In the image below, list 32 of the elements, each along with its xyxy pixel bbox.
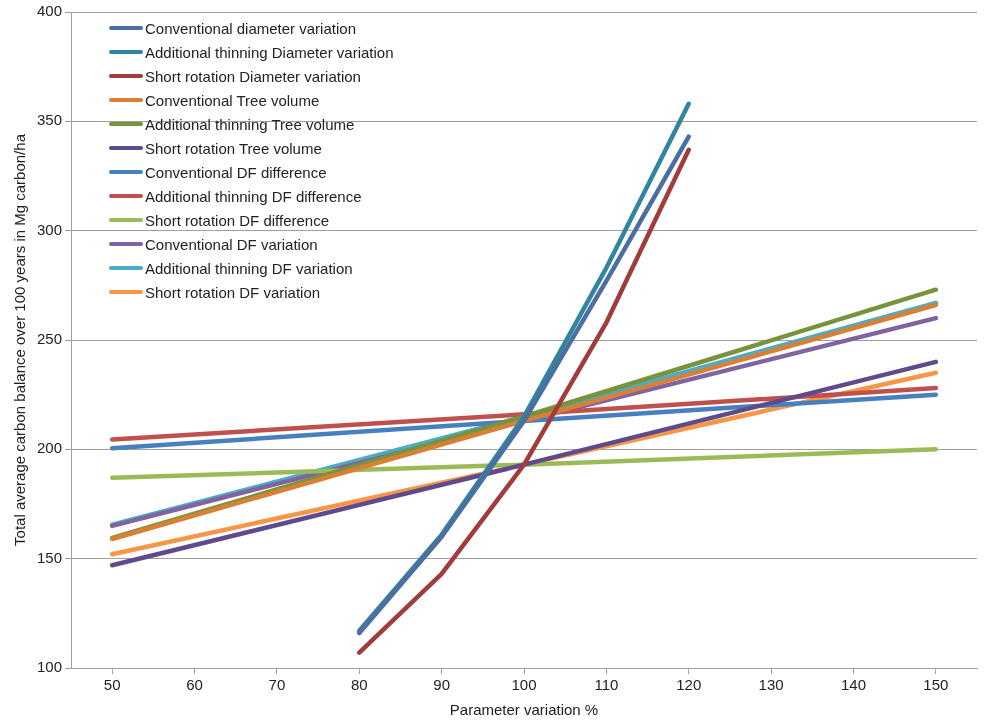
y-tick-label: 200: [37, 439, 63, 457]
legend-label: Additional thinning Diameter variation: [145, 43, 394, 61]
y-tick-label: 150: [37, 548, 63, 566]
legend-label: Conventional diameter variation: [145, 19, 356, 37]
legend-label: Short rotation Diameter variation: [145, 67, 361, 85]
legend-label: Short rotation DF variation: [145, 283, 321, 301]
x-tick-label: 130: [758, 676, 784, 694]
legend-label: Conventional DF difference: [145, 163, 327, 181]
x-tick-label: 100: [511, 676, 537, 694]
x-axis-title: Parameter variation %: [449, 701, 599, 719]
y-tick-label: 400: [37, 2, 63, 20]
x-tick-label: 150: [923, 676, 949, 694]
y-tick-label: 250: [37, 330, 63, 348]
x-tick-label: 80: [350, 676, 368, 694]
legend-label: Conventional DF variation: [145, 235, 318, 253]
x-tick-label: 140: [840, 676, 866, 694]
legend-label: Conventional Tree volume: [145, 91, 320, 109]
y-tick-label: 100: [37, 658, 63, 676]
x-tick-label: 50: [103, 676, 121, 694]
x-tick-label: 90: [433, 676, 450, 694]
legend-label: Additional thinning DF variation: [145, 259, 353, 277]
x-tick-label: 70: [268, 676, 286, 694]
y-tick-label: 350: [37, 111, 63, 129]
x-tick-label: 110: [594, 676, 619, 694]
legend-label: Short rotation DF difference: [145, 211, 329, 229]
legend-label: Short rotation Tree volume: [145, 139, 322, 157]
legend-label: Additional thinning DF difference: [145, 187, 362, 205]
x-tick-label: 60: [186, 676, 203, 694]
legend-label: Additional thinning Tree volume: [145, 115, 355, 133]
y-tick-label: 300: [37, 220, 63, 238]
x-tick-label: 120: [676, 676, 702, 694]
y-axis-title: Total average carbon balance over 100 years in Mg carbon/ha: [11, 133, 29, 546]
